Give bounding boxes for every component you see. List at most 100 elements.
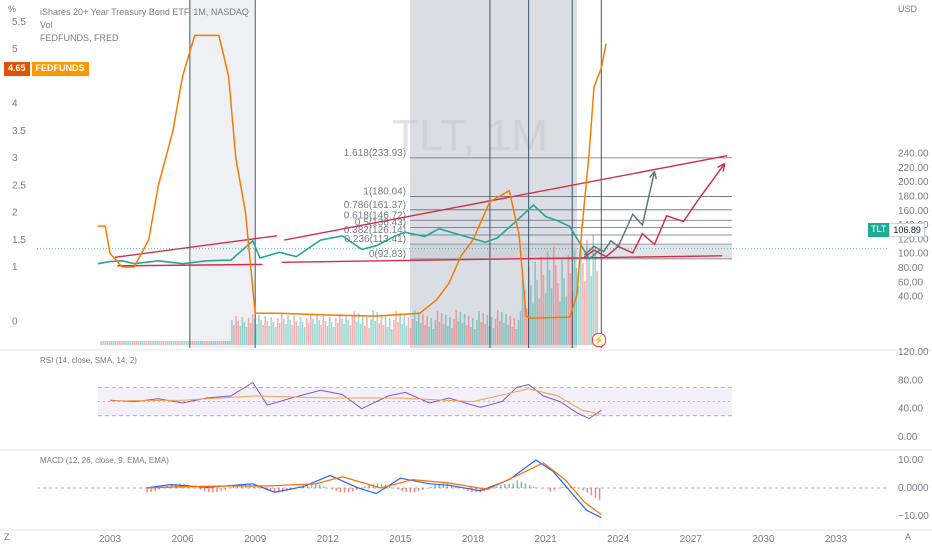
volume-bar xyxy=(361,315,364,345)
series-rsi-ma xyxy=(109,388,602,415)
macd-histogram-bar xyxy=(590,488,593,496)
fib-label: 0.786(161.37) xyxy=(344,200,406,211)
volume-bars xyxy=(100,234,599,345)
volume-bar xyxy=(436,311,439,345)
volume-bar xyxy=(386,327,389,345)
volume-bar xyxy=(579,244,582,345)
x-tick-label: 2033 xyxy=(825,534,848,545)
rsi-label[interactable]: RSI (14, close, SMA, 14, 2) xyxy=(40,356,137,365)
macd-histogram-bar xyxy=(471,488,473,493)
macd-histogram-bar xyxy=(175,483,177,488)
volume-bar xyxy=(573,249,576,345)
x-tick-label: 2021 xyxy=(534,534,557,545)
volume-bar xyxy=(455,310,457,345)
x-tick-label: 2024 xyxy=(607,534,630,545)
macd-histogram-bar xyxy=(405,488,407,493)
volume-bar xyxy=(575,268,578,345)
volume-bar xyxy=(507,325,509,345)
volume-bar xyxy=(297,326,300,345)
macd-histogram-bar xyxy=(203,488,206,492)
macd-histogram-bar xyxy=(199,488,202,490)
right-tick-label: 100.00 xyxy=(898,249,929,260)
macd-histogram-bar xyxy=(208,488,210,493)
volume-bar xyxy=(478,311,480,345)
volume-bar xyxy=(100,341,102,345)
volume-bar xyxy=(525,308,528,345)
series-signal xyxy=(146,462,602,516)
left-tick-label: 1 xyxy=(12,262,18,273)
volume-bar xyxy=(561,259,563,345)
macd-tick-label: −10.00 xyxy=(898,511,929,522)
volume-bar xyxy=(204,341,206,345)
fedfunds-name: FEDFUNDS xyxy=(31,62,89,76)
left-tick-label: 4 xyxy=(12,99,18,110)
volume-bar xyxy=(125,341,127,345)
volume-bar xyxy=(563,278,565,345)
timezone-button[interactable]: Z xyxy=(4,532,10,542)
volume-bar xyxy=(403,315,406,345)
volume-bar xyxy=(405,326,408,345)
macd-histogram-bar xyxy=(524,483,527,488)
volume-bar xyxy=(559,301,561,345)
macd-histogram-bar xyxy=(380,483,383,488)
right-tick-label: 120.00 xyxy=(898,234,929,245)
volume-bar xyxy=(235,316,237,345)
volume-bar xyxy=(102,341,104,345)
volume-bar xyxy=(457,321,460,345)
volume-bar xyxy=(359,324,362,345)
volume-bar xyxy=(494,319,497,345)
volume-bar xyxy=(440,313,443,345)
arrow-head xyxy=(717,162,726,172)
macd-histogram-bar xyxy=(512,483,514,488)
volume-bar xyxy=(376,312,379,345)
price-series xyxy=(37,34,888,319)
overlay-label[interactable]: FEDFUNDS, FRED xyxy=(40,33,119,43)
volume-bar xyxy=(461,323,464,345)
volume-bar xyxy=(245,327,248,345)
volume-bar xyxy=(168,341,171,345)
volume-bar xyxy=(444,315,447,345)
volume-bar xyxy=(548,269,551,345)
usd-axis-label: USD xyxy=(898,4,918,14)
volume-bar xyxy=(197,341,200,345)
macd-histogram-bar xyxy=(150,488,152,493)
right-tick-label: 160.00 xyxy=(898,206,929,217)
fib-label: 0.236(113.41) xyxy=(345,234,407,245)
macd-histogram-bar xyxy=(463,488,465,490)
volume-bar xyxy=(220,341,223,345)
volume-bar xyxy=(496,310,499,345)
volume-bar xyxy=(208,341,210,345)
volume-bar xyxy=(202,341,204,345)
x-tick-label: 2030 xyxy=(752,534,775,545)
chart-title[interactable]: iShares 20+ Year Treasury Bond ETF, 1M, … xyxy=(40,7,249,17)
vol-label[interactable]: Vol xyxy=(40,20,53,30)
volume-bar xyxy=(370,319,372,345)
volume-bar xyxy=(565,296,568,345)
auto-scale-button[interactable]: A xyxy=(905,532,912,542)
series-macd xyxy=(146,459,602,518)
volume-bar xyxy=(424,325,426,345)
x-tick-label: 2006 xyxy=(171,534,194,545)
macd-histogram-bar xyxy=(574,487,576,488)
volume-bar xyxy=(401,324,403,345)
volume-bar xyxy=(463,314,466,345)
volume-bar xyxy=(330,322,333,345)
volume-bar xyxy=(133,341,136,345)
macd-histogram-bar xyxy=(273,488,276,493)
fedfunds-value: 4.65 xyxy=(4,62,30,76)
volume-bar xyxy=(303,327,306,345)
macd-histogram-bar xyxy=(212,488,214,493)
volume-bar xyxy=(380,314,383,345)
volume-bar xyxy=(164,341,167,345)
macd-label[interactable]: MACD (12, 26, close, 9, EMA, EMA) xyxy=(40,456,169,465)
fib-zone xyxy=(410,244,732,259)
macd-histogram-bar xyxy=(401,488,403,492)
right-tick-label: 40.00 xyxy=(898,292,923,303)
right-tick-label: 180.00 xyxy=(898,191,929,202)
volume-bar xyxy=(237,321,239,345)
bolt-icon[interactable]: ⚡ xyxy=(592,333,606,347)
volume-bar xyxy=(555,264,557,345)
volume-bar xyxy=(280,314,283,345)
volume-bar xyxy=(316,315,318,345)
